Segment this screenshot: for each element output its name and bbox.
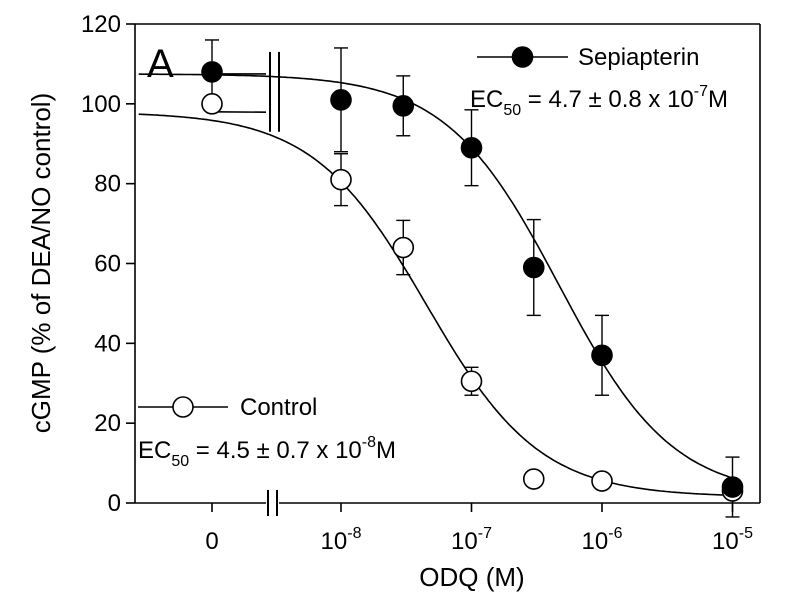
panel-label: A	[147, 42, 174, 86]
x-tick-label: 10-8	[321, 525, 362, 555]
data-point-control	[522, 468, 545, 490]
data-point-control	[330, 168, 352, 191]
fit-curves	[138, 73, 733, 497]
legend: Sepiapterin EC50 = 4.7 ± 0.8 x 10-7M Contr…	[138, 44, 728, 470]
x-axis-title: ODQ (M)	[419, 562, 524, 592]
y-axis-ticks: 0 20 40 60 80 100 120	[81, 11, 135, 517]
x-axis-ticks: 0 10-8 10-7 10-6 10-5	[205, 503, 753, 555]
y-tick-label: 40	[94, 330, 121, 357]
x-tick-label: 0	[205, 528, 218, 555]
data-point-sepiapterin	[330, 89, 352, 111]
x-tick-label: 10-5	[712, 525, 753, 555]
data-point-sepiapterin	[460, 136, 483, 159]
fit-curve-sepiapterin	[138, 73, 733, 479]
y-axis-title: cGMP (% of DEA/NO control)	[26, 93, 56, 434]
data-point-sepiapterin	[201, 61, 223, 83]
data-point-sepiapterin	[721, 476, 744, 498]
legend-label-control: Control	[240, 394, 317, 421]
y-tick-label: 120	[81, 11, 121, 38]
y-tick-label: 0	[108, 490, 121, 517]
axis-break-marks	[267, 51, 280, 516]
data-points	[201, 61, 744, 502]
data-point-control	[460, 370, 483, 393]
data-point-control	[201, 93, 223, 115]
x-tick-label: 10-6	[582, 525, 623, 555]
y-tick-label: 60	[94, 251, 121, 278]
legend-label-sepiapterin: Sepiapterin	[578, 44, 699, 71]
y-tick-label: 20	[94, 410, 121, 437]
legend-marker-control	[172, 396, 194, 418]
y-tick-label: 100	[81, 91, 121, 118]
data-point-sepiapterin	[522, 256, 545, 279]
legend-marker-sepiapterin	[511, 46, 534, 68]
data-point-sepiapterin	[591, 344, 613, 367]
y-tick-label: 80	[94, 171, 121, 198]
data-point-control	[392, 236, 415, 259]
ec50-annotation-control: EC50 = 4.5 ± 0.7 x 10-8M	[138, 434, 396, 470]
data-point-control	[591, 470, 613, 492]
fit-curve-control	[138, 113, 733, 497]
data-point-sepiapterin	[392, 95, 415, 117]
ec50-annotation-sepiapterin: EC50 = 4.7 ± 0.8 x 10-7M	[470, 83, 728, 119]
x-tick-label: 10-7	[451, 525, 492, 555]
